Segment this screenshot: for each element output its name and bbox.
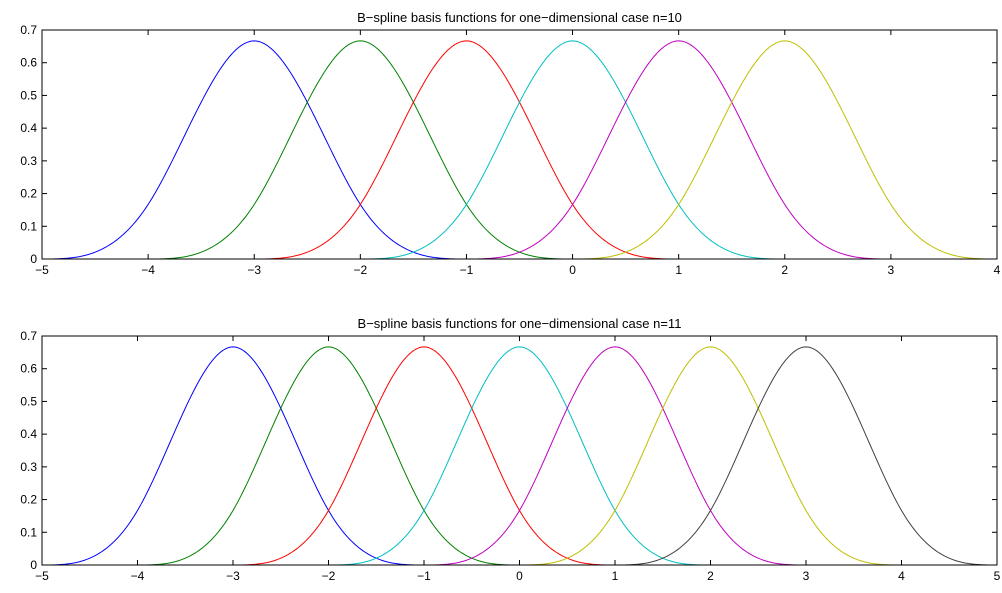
y-tick-label: 0.5 xyxy=(20,88,37,102)
y-tick-label: 0.6 xyxy=(20,56,37,70)
y-tick-label: 0.4 xyxy=(20,121,37,135)
x-tick-label: 0 xyxy=(516,569,523,583)
y-tick-label: 0.7 xyxy=(20,329,37,343)
basis-curve-1 xyxy=(137,346,520,565)
basis-curve-3 xyxy=(328,346,711,565)
basis-curve-0 xyxy=(42,40,467,259)
x-tick-label: 0 xyxy=(569,263,576,277)
series-group xyxy=(42,40,997,259)
y-tick-label: 0.2 xyxy=(20,493,37,507)
basis-curve-6 xyxy=(615,346,997,565)
x-tick-label: −4 xyxy=(141,263,155,277)
chart-title: B−spline basis functions for one−dimensi… xyxy=(358,316,682,331)
chart-title: B−spline basis functions for one−dimensi… xyxy=(357,10,682,25)
y-tick-label: 0 xyxy=(30,252,37,266)
axes-box xyxy=(41,335,998,566)
y-tick-label: 0.3 xyxy=(20,154,37,168)
basis-curve-2 xyxy=(254,40,679,259)
x-tick-label: −2 xyxy=(353,263,367,277)
x-tick-label: −3 xyxy=(247,263,261,277)
chart-n10: B−spline basis functions for one−dimensi… xyxy=(20,10,1000,277)
basis-curve-4 xyxy=(466,40,891,259)
x-tick-label: 2 xyxy=(781,263,788,277)
x-tick-label: −2 xyxy=(322,569,336,583)
basis-curve-2 xyxy=(233,346,615,565)
y-tick-label: 0.3 xyxy=(20,460,37,474)
x-tick-label: 3 xyxy=(888,263,895,277)
chart-n11: B−spline basis functions for one−dimensi… xyxy=(20,316,1000,583)
x-tick-label: −5 xyxy=(35,569,49,583)
x-tick-label: −1 xyxy=(417,569,431,583)
basis-curve-0 xyxy=(42,346,424,565)
x-tick-label: 4 xyxy=(994,263,1001,277)
y-tick-label: 0.4 xyxy=(20,427,37,441)
x-tick-label: 5 xyxy=(994,569,1001,583)
x-tick-label: −1 xyxy=(460,263,474,277)
x-tick-label: 1 xyxy=(612,569,619,583)
x-tick-label: −5 xyxy=(35,263,49,277)
basis-curve-5 xyxy=(572,40,997,259)
y-tick-label: 0.7 xyxy=(20,23,37,37)
y-tick-label: 0 xyxy=(30,558,37,572)
series-group xyxy=(42,346,997,565)
y-tick-label: 0.2 xyxy=(20,187,37,201)
axes-box xyxy=(41,29,998,260)
basis-curve-1 xyxy=(148,40,573,259)
x-tick-label: 2 xyxy=(707,569,714,583)
x-tick-label: 3 xyxy=(803,569,810,583)
x-tick-label: −4 xyxy=(131,569,145,583)
basis-curve-5 xyxy=(519,346,902,565)
x-tick-label: 4 xyxy=(898,569,905,583)
x-tick-label: 1 xyxy=(675,263,682,277)
x-tick-label: −3 xyxy=(226,569,240,583)
y-tick-label: 0.6 xyxy=(20,362,37,376)
y-tick-label: 0.1 xyxy=(20,525,37,539)
y-tick-label: 0.5 xyxy=(20,394,37,408)
y-tick-label: 0.1 xyxy=(20,219,37,233)
basis-curve-4 xyxy=(424,346,806,565)
basis-curve-3 xyxy=(360,40,785,259)
